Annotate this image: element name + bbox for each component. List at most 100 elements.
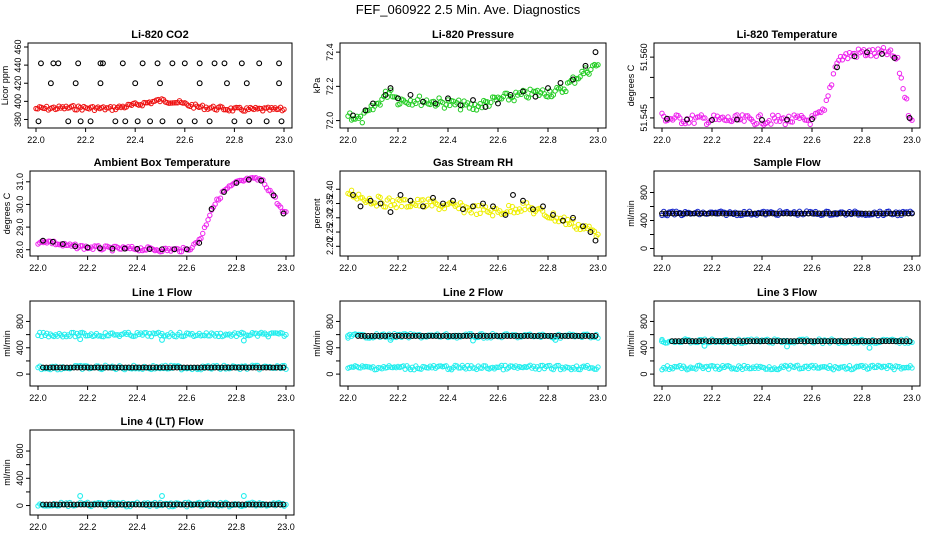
data-point-raw	[573, 226, 580, 232]
data-point-raw-low	[498, 362, 505, 369]
data-point-avg	[781, 338, 787, 345]
x-tick-label: 22.4	[439, 263, 457, 273]
data-point-avg	[798, 210, 805, 217]
data-point-avg	[893, 338, 899, 345]
data-point-raw-low	[837, 364, 844, 370]
data-point-avg	[891, 210, 898, 217]
data-point-raw	[534, 87, 540, 94]
data-point-avg	[686, 338, 692, 345]
data-point-avg	[242, 501, 249, 508]
y-axis-label: degrees C	[2, 192, 12, 234]
data-point-avg	[809, 116, 815, 123]
data-point-avg	[851, 210, 858, 217]
data-point-raw	[468, 210, 474, 216]
panel-line2: Line 2 Flow ml/min 22.0 22.2 22.4 22.6 22.8 23.…	[312, 287, 607, 403]
data-point-raw	[359, 119, 365, 126]
data-point-avg	[882, 338, 889, 345]
panel-ambient: Ambient Box Temperature degrees C 22.0 22.2…	[2, 157, 295, 273]
data-point-avg	[115, 364, 122, 371]
panel-co2: Li-820 CO2 Licor ppm 22.0 22.2 22.4 22.6 22.8 2…	[0, 29, 293, 145]
data-point-avg	[119, 60, 126, 67]
data-point-avg	[514, 333, 521, 339]
data-point-avg	[804, 338, 811, 345]
data-point-raw	[807, 121, 813, 128]
data-point-avg	[884, 210, 890, 217]
y-tick-label: 0	[639, 372, 649, 377]
plot-frame	[339, 170, 607, 257]
y-tick-label: 30.0	[15, 196, 25, 214]
data-point-raw-low	[493, 364, 499, 370]
data-point-avg	[672, 338, 679, 345]
y-tick-label: 400	[639, 213, 649, 228]
data-point-spikes	[345, 332, 351, 339]
data-point-avg	[713, 338, 720, 345]
data-point-avg-mid	[47, 80, 54, 87]
data-point-avg	[560, 217, 566, 224]
data-point-avg	[568, 333, 575, 339]
data-point-avg	[50, 60, 57, 67]
data-point-avg	[487, 333, 494, 339]
data-point-avg	[540, 203, 546, 210]
data-point-avg	[225, 501, 232, 508]
data-point-avg	[787, 338, 794, 345]
data-point-avg	[825, 338, 831, 345]
data-point-raw	[689, 112, 696, 118]
data-point-avg	[780, 210, 787, 217]
data-point-avg	[70, 501, 77, 508]
data-point-avg	[730, 338, 736, 345]
data-point-raw	[109, 248, 116, 254]
data-point-avg	[153, 364, 160, 371]
x-tick-label: 22.2	[703, 135, 721, 145]
data-point-avg	[719, 210, 726, 217]
data-point-avg	[436, 333, 443, 339]
data-point-avg	[422, 333, 429, 339]
data-point-avg	[791, 210, 798, 217]
data-point-avg	[575, 333, 582, 339]
data-point-avg	[766, 210, 773, 217]
series-group	[659, 45, 915, 128]
data-point-avg	[709, 210, 715, 217]
data-point-raw	[896, 70, 903, 77]
data-point-raw	[525, 95, 532, 101]
data-point-spikes	[77, 493, 84, 499]
data-point-avg	[473, 333, 480, 339]
data-point-raw-low	[554, 362, 560, 369]
data-point-avg	[256, 60, 263, 67]
y-axis-label: Licor ppm	[0, 66, 10, 106]
data-point-avg	[270, 192, 277, 199]
data-point-spikes	[240, 337, 247, 344]
data-point-avg	[429, 333, 436, 339]
data-point-avg	[229, 364, 235, 371]
y-tick-label: 0	[15, 372, 25, 377]
data-point-avg	[699, 338, 706, 345]
data-point-avg	[776, 210, 783, 217]
data-point-raw	[205, 217, 211, 223]
y-tick-label: 0	[15, 503, 25, 508]
panel-title: Line 3 Flow	[757, 287, 817, 299]
data-point-raw	[895, 54, 901, 61]
data-point-avg	[835, 338, 842, 345]
data-point-avg	[480, 200, 486, 207]
data-point-avg	[764, 338, 770, 345]
data-point-raw	[393, 204, 399, 211]
data-point-avg	[170, 501, 177, 508]
data-point-avg	[77, 501, 84, 508]
y-tick-label: 29.0	[15, 218, 25, 236]
data-point-avg	[524, 333, 531, 339]
x-tick-label: 23.0	[275, 135, 293, 145]
data-point-avg	[504, 333, 511, 339]
data-point-avg	[555, 333, 562, 339]
data-point-avg	[760, 338, 767, 345]
data-point-raw	[479, 104, 485, 111]
x-tick-label: 22.6	[489, 393, 507, 403]
data-point-avg	[167, 364, 174, 371]
data-point-avg	[211, 60, 218, 67]
series-group	[35, 493, 289, 510]
data-point-raw	[389, 94, 396, 100]
data-point-avg	[245, 176, 252, 183]
data-point-avg	[119, 501, 125, 508]
data-point-avg	[115, 501, 122, 508]
data-point-raw-high	[581, 331, 587, 338]
data-point-avg	[759, 210, 765, 217]
data-point-avg	[676, 210, 683, 217]
